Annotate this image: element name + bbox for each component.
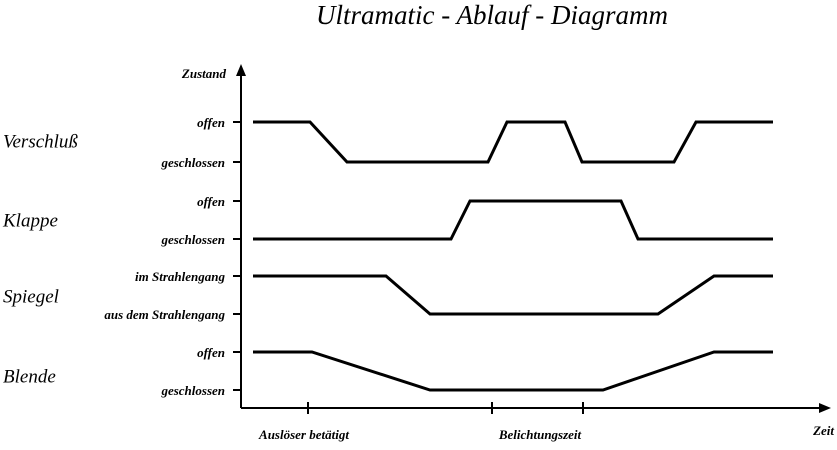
state-label: aus dem Strahlengang xyxy=(104,307,225,322)
x-marker-label: Belichtungszeit xyxy=(498,427,582,442)
row-label: Spiegel xyxy=(3,286,59,307)
x-arrow xyxy=(819,403,831,413)
signal-blende xyxy=(253,350,773,392)
y-axis-label: Zustand xyxy=(181,66,227,81)
title: Ultramatic - Ablauf - Diagramm xyxy=(316,0,668,30)
signal-verschluss xyxy=(253,120,773,164)
state-label: offen xyxy=(197,115,225,130)
row-label: Verschluß xyxy=(3,131,78,152)
signal-klappe xyxy=(253,199,773,241)
signal-spiegel xyxy=(253,274,773,316)
state-label: offen xyxy=(197,194,225,209)
state-label: im Strahlengang xyxy=(135,269,225,284)
row-label: Blende xyxy=(3,366,56,387)
state-label: offen xyxy=(197,345,225,360)
state-ticks xyxy=(233,121,241,391)
state-label: geschlossen xyxy=(160,155,225,170)
state-label: geschlossen xyxy=(160,383,225,398)
state-label: geschlossen xyxy=(160,232,225,247)
row-label: Klappe xyxy=(2,210,58,231)
x-marker-label: Auslöser betätigt xyxy=(258,427,349,442)
y-arrow xyxy=(236,64,246,76)
x-axis-label: Zeit xyxy=(812,423,834,438)
